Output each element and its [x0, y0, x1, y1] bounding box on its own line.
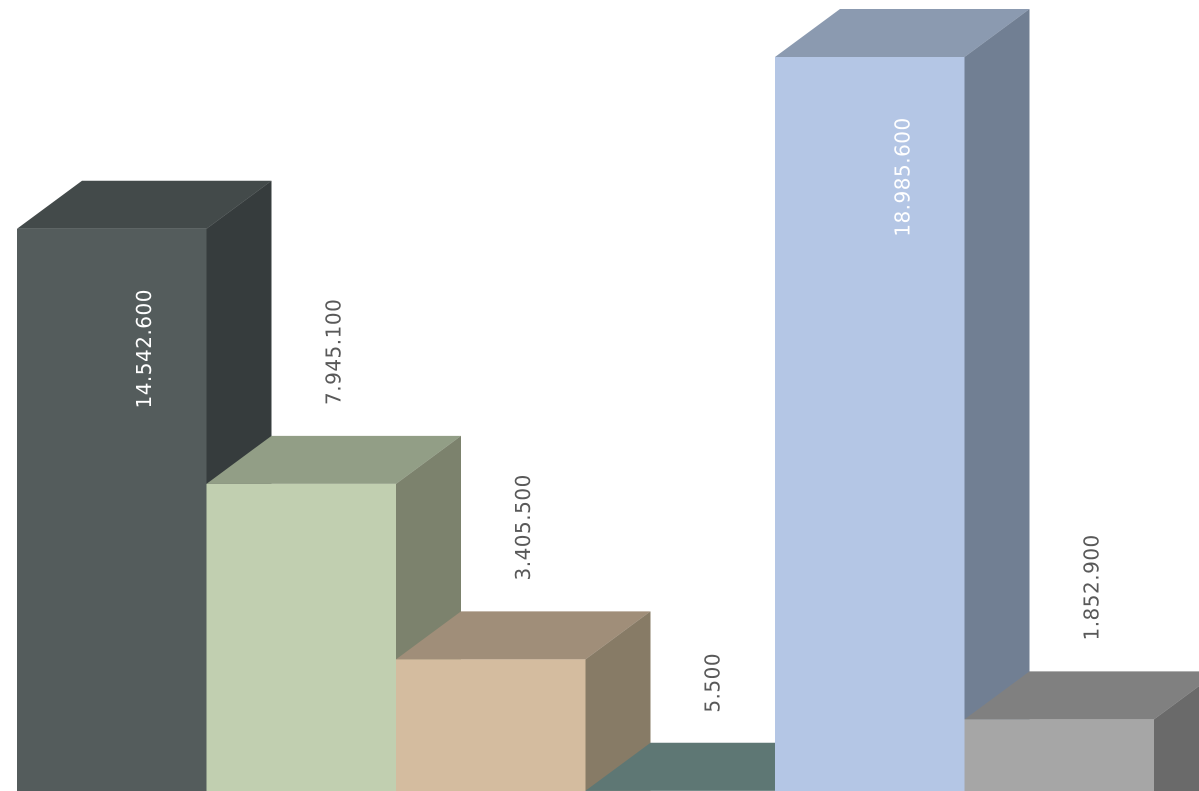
bar-side: [964, 9, 1030, 791]
bar-top: [17, 180, 272, 229]
bar-3: [396, 611, 651, 791]
bar-front: [775, 57, 965, 791]
bar-top: [964, 671, 1199, 720]
bar-front: [964, 719, 1154, 791]
value-labels-group: 14.542.600 7.945.100 3.405.500 5.500 18.985.…: [132, 117, 1104, 712]
value-label-2: 7.945.100: [322, 299, 346, 405]
bar-5: [775, 9, 1030, 791]
bar-front: [396, 659, 586, 791]
bar-top: [396, 611, 651, 660]
bar-front: [17, 228, 207, 791]
bar-side: [585, 611, 651, 791]
value-label-5: 18.985.600: [890, 117, 914, 237]
bar-front: [206, 483, 396, 791]
value-label-6: 1.852.900: [1080, 534, 1104, 640]
bar-top: [206, 435, 461, 484]
value-label-4: 5.500: [701, 653, 725, 713]
bar-side: [1154, 686, 1199, 791]
value-label-1: 14.542.600: [132, 289, 156, 409]
value-label-3: 3.405.500: [511, 474, 535, 580]
bar-6: [964, 671, 1199, 791]
bar-top: [775, 9, 1030, 57]
bars-group: [17, 9, 1199, 791]
